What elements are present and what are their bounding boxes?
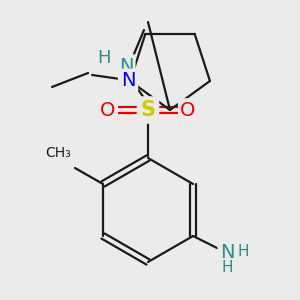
Text: H: H	[221, 260, 233, 275]
Text: N: N	[220, 242, 234, 262]
Text: H: H	[237, 244, 249, 260]
Text: O: O	[180, 100, 196, 119]
Text: H: H	[97, 49, 111, 67]
Text: CH₃: CH₃	[45, 146, 71, 160]
Text: N: N	[119, 56, 133, 76]
Text: S: S	[140, 100, 155, 120]
Text: N: N	[121, 71, 135, 91]
Text: O: O	[100, 100, 116, 119]
